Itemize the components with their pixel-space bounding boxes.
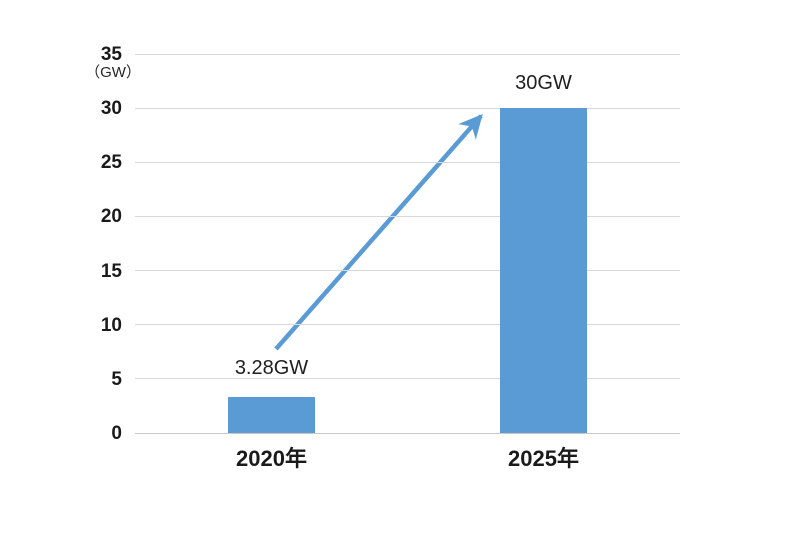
gridline: [135, 432, 680, 434]
growth-arrow-line: [274, 113, 483, 351]
gridline: [135, 107, 680, 109]
gridline: [135, 270, 680, 272]
gridline: [135, 161, 680, 163]
bar-value-label: 3.28GW: [234, 357, 309, 380]
gridline: [135, 378, 680, 380]
gridline: [135, 324, 680, 326]
y-axis-unit-label: （GW）: [85, 64, 141, 81]
x-tick-label: 2025年: [508, 446, 579, 471]
gridline: [135, 53, 680, 55]
bar-2020年: [228, 397, 315, 433]
x-tick-label: 2020年: [236, 446, 307, 471]
y-tick-label: 30: [100, 98, 122, 120]
gridline: [135, 215, 680, 217]
bar-value-label: 30GW: [515, 72, 572, 95]
y-tick-label: 20: [100, 206, 122, 228]
y-tick-label: 5: [111, 368, 122, 390]
y-tick-label: 15: [100, 260, 122, 282]
y-tick-label: 0: [111, 423, 122, 444]
y-tick-label: 10: [100, 314, 122, 336]
y-tick-label: 25: [100, 152, 122, 174]
y-tick-label: 35: [100, 44, 122, 65]
bar-2025年: [500, 108, 587, 433]
